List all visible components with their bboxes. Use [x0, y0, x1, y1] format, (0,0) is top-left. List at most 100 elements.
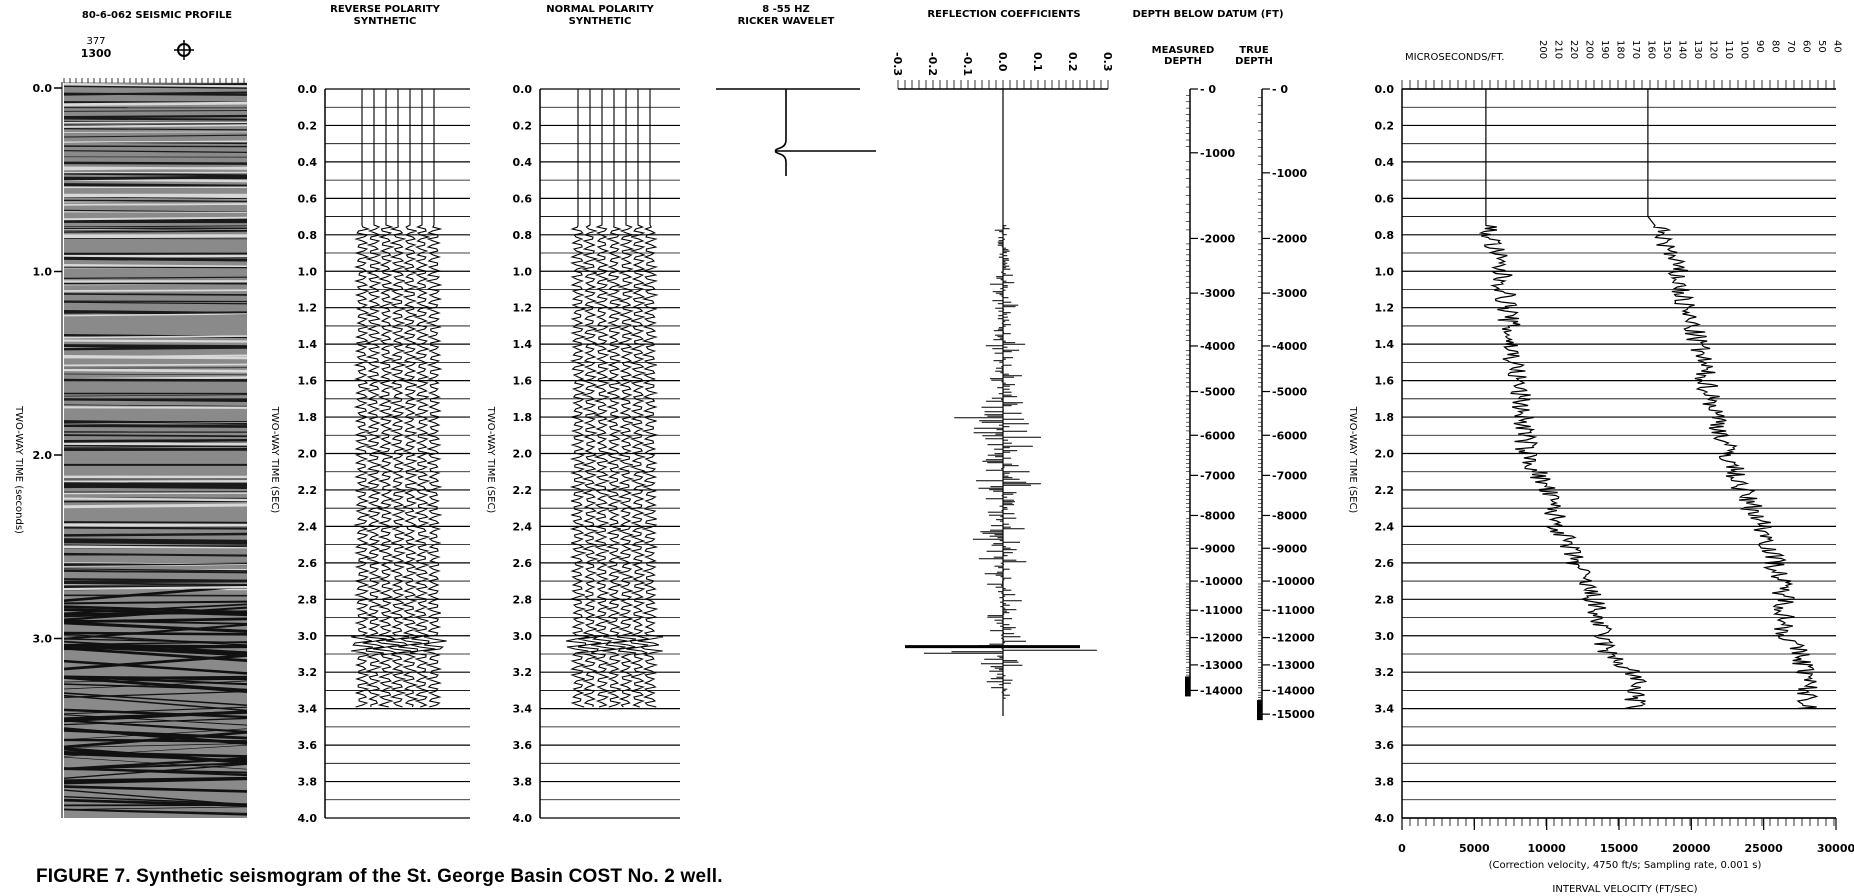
synthetic-ytick-label: 1.8 [298, 411, 318, 424]
seismic-reflector [63, 538, 248, 543]
wavelet-title-1: 8 -55 HZ [762, 4, 810, 15]
seismic-reflector [63, 293, 248, 296]
seismic-reflector [63, 676, 248, 693]
measured-depth-tick-label: -4000 [1200, 340, 1236, 353]
true-depth-td-marker [1257, 700, 1262, 721]
rc-xtick-label: -0.3 [891, 52, 904, 76]
synthetic-ytick-label: 2.4 [298, 520, 318, 533]
seismic-reflector [63, 654, 248, 671]
true-depth-tick-label: -8000 [1272, 509, 1308, 522]
seismic-reflector [63, 346, 248, 351]
seismic-reflector [63, 150, 248, 153]
synthetic-ytick-label: 2.0 [298, 448, 318, 461]
seismic-reflector [63, 131, 248, 133]
seismic-reflector [63, 621, 248, 633]
seismic-reflector [63, 114, 248, 119]
seismic-reflector [63, 738, 248, 743]
seismic-reflector [63, 203, 248, 206]
seismic-reflector [63, 199, 248, 203]
true-depth-tick-label: -9000 [1272, 542, 1308, 555]
seismic-reflector [63, 605, 248, 614]
measured-depth-tick-label: -3000 [1200, 287, 1236, 300]
seismic-reflector [63, 645, 248, 657]
seismic-reflector [63, 680, 248, 690]
velocity-ytick-label: 2.6 [1375, 557, 1395, 570]
synthetic-ytick-label: 1.6 [298, 375, 318, 388]
synthetic-ytick-label: 1.4 [513, 338, 533, 351]
seismic-reflector [63, 644, 248, 647]
measured-depth-tick-label: -10000 [1200, 575, 1243, 588]
microseconds-tick-label: 200 [1584, 40, 1595, 59]
rc-xtick-label: 0.1 [1031, 52, 1044, 72]
true-depth-tick-label: -1000 [1272, 167, 1308, 180]
seismic-reflector [63, 335, 248, 339]
synthetic-ytick-label: 3.8 [513, 776, 533, 789]
seismic-reflector [63, 708, 248, 719]
measured-depth-tick-label: -6000 [1200, 429, 1236, 442]
true-depth-tick-label: -15000 [1272, 708, 1315, 721]
velocity-xtick-label: 5000 [1459, 842, 1490, 855]
seismic-reflector [63, 600, 248, 605]
measured-depth-tick-label: -5000 [1200, 386, 1236, 399]
seismic-reflector [63, 237, 248, 240]
rc-plot: -0.3 -0.2 -0.1 0.0 0.1 0.2 0.3 [891, 52, 1114, 716]
true-depth-label-1: TRUE [1239, 45, 1269, 56]
wavelet-title-2: RICKER WAVELET [738, 16, 835, 27]
seismic-reflector [63, 161, 248, 165]
seismic-profile-title: 80-6-062 SEISMIC PROFILE [82, 10, 232, 21]
measured-depth-tick-label: -1000 [1200, 147, 1236, 160]
velocity-ytick-label: 3.8 [1375, 776, 1395, 789]
seismic-reflector [63, 363, 248, 367]
measured-depth-label-1: MEASURED [1152, 45, 1215, 56]
measured-depth-tick-label: -2000 [1200, 232, 1236, 245]
seismic-reflector [63, 83, 248, 89]
measured-depth-tick-label: -14000 [1200, 684, 1243, 697]
seismic-reflector [63, 368, 248, 373]
seismic-reflector [63, 503, 248, 509]
seismic-reflector [63, 354, 248, 358]
true-depth-tick-label: -12000 [1272, 632, 1315, 645]
seismic-reflector [63, 378, 248, 382]
reverse-polarity-ylabel: TWO-WAY TIME (SEC) [269, 406, 280, 514]
seismic-reflector [63, 796, 248, 805]
seismic-reflector [63, 564, 248, 567]
seismic-reflector [63, 631, 248, 636]
seismic-reflector [63, 483, 248, 489]
velocity-ytick-label: 2.2 [1375, 484, 1395, 497]
synthetic-ytick-label: 3.2 [513, 666, 533, 679]
seismic-reflector [63, 497, 248, 502]
true-depth-tick-label: -2000 [1272, 232, 1308, 245]
synthetic-trace [398, 89, 422, 708]
synthetic-ytick-label: 3.4 [298, 703, 318, 716]
seismic-reflector [63, 373, 248, 376]
velocity-xtick-label: 25000 [1745, 842, 1784, 855]
seismic-reflector [63, 117, 248, 121]
true-depth-tick-label: -7000 [1272, 469, 1308, 482]
seismic-reflector [63, 175, 248, 181]
seismic-reflector [63, 211, 248, 213]
synthetic-ytick-label: 0.8 [298, 229, 318, 242]
microseconds-tick-label: 120 [1708, 40, 1719, 59]
seismic-reflector [63, 339, 248, 343]
synthetic-ytick-label: 2.0 [513, 448, 533, 461]
seismic-reflector [63, 209, 248, 213]
velocity-ytick-label: 0.4 [1375, 156, 1395, 169]
synthetic-ytick-label: 3.6 [513, 739, 533, 752]
seismic-reflector [63, 398, 248, 403]
synthetic-ytick-label: 3.0 [513, 630, 533, 643]
seismic-reflector [63, 422, 248, 425]
velocity-ytick-label: 1.2 [1375, 302, 1395, 315]
seismic-reflector [63, 195, 248, 198]
microseconds-tick-label: 90 [1754, 40, 1765, 53]
depth-scales: - 0 -1000 -2000 -3000 -4000 -5000 -6000 -7000 -8… [1185, 83, 1315, 721]
seismic-time-axis: 0.0 1.0 2.0 3.0 [33, 78, 245, 818]
seismic-reflector [63, 140, 248, 143]
seismic-ytick-label: 3.0 [33, 633, 53, 646]
seismic-reflector [63, 110, 248, 112]
velocity-ytick-label: 3.6 [1375, 739, 1395, 752]
seismic-reflector [63, 448, 248, 451]
microseconds-tick-label: 220 [1568, 40, 1579, 59]
true-depth-tick-label: -14000 [1272, 684, 1315, 697]
seismic-reflector [63, 439, 248, 443]
seismic-reflector [63, 91, 248, 96]
